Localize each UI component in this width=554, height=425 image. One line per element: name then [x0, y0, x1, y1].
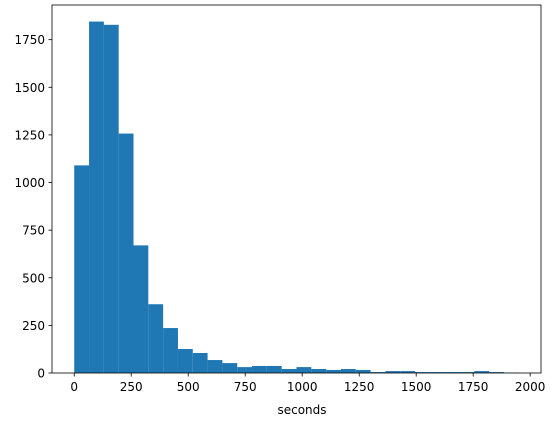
bar: [415, 372, 430, 373]
x-tick-label: 1000: [287, 380, 318, 394]
bar: [311, 369, 327, 373]
bar: [192, 353, 208, 373]
plot-frame: [51, 4, 542, 374]
bar: [459, 372, 475, 373]
bar: [222, 363, 238, 373]
y-tick-label: 1750: [14, 33, 45, 47]
bar: [326, 369, 341, 373]
bar: [103, 24, 119, 374]
y-tick-label: 500: [22, 271, 45, 285]
bar: [237, 367, 253, 373]
y-tick-label: 750: [22, 224, 45, 238]
bar: [474, 371, 490, 373]
bar: [444, 372, 460, 373]
x-axis-label: seconds: [277, 403, 326, 417]
bar: [400, 371, 416, 373]
x-tick-label: 1500: [401, 380, 432, 394]
bar: [385, 371, 401, 373]
y-tick-label: 250: [22, 319, 45, 333]
bar: [163, 328, 178, 373]
bar: [177, 349, 193, 373]
bar: [252, 365, 267, 373]
bar: [296, 367, 312, 373]
bar: [148, 304, 164, 373]
y-tick-label: 1500: [14, 81, 45, 95]
x-tick-label: 0: [70, 380, 78, 394]
bar: [429, 372, 445, 373]
x-tick-label: 1250: [344, 380, 375, 394]
bar: [340, 369, 356, 373]
y-tick-label: 1000: [14, 176, 45, 190]
bar: [207, 360, 223, 373]
bar: [89, 21, 104, 373]
x-tick-label: 1750: [458, 380, 489, 394]
bar: [74, 165, 90, 373]
bar: [489, 372, 504, 373]
bar: [118, 133, 134, 373]
x-tick-label: 750: [234, 380, 257, 394]
bar: [133, 245, 149, 373]
bar: [370, 372, 386, 373]
x-tick-label: 2000: [515, 380, 546, 394]
x-tick-label: 500: [177, 380, 200, 394]
bar: [281, 369, 297, 373]
bar: [355, 369, 371, 373]
y-tick-label: 1250: [14, 128, 45, 142]
y-tick-label: 0: [37, 367, 45, 381]
x-tick-label: 250: [120, 380, 143, 394]
bar: [266, 365, 282, 373]
